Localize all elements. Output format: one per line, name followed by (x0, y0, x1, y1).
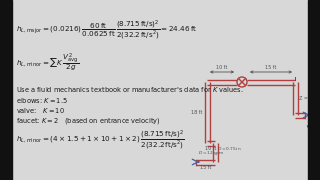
Text: 10 ft: 10 ft (205, 146, 217, 151)
Bar (0, 0, 12, 180)
Text: faucet: $K = 2$   (based on entrance velocity): faucet: $K = 2$ (based on entrance veloc… (16, 116, 161, 126)
Text: $h_{L,\mathrm{minor}} = \sum K\,\dfrac{V_{\mathrm{avg}}^2}{2g}$: $h_{L,\mathrm{minor}} = \sum K\,\dfrac{V… (16, 52, 79, 74)
Text: Use a fluid mechanics textbook or manufacturer's data for $K$ values.: Use a fluid mechanics textbook or manufa… (16, 85, 244, 94)
Text: valve:   $K = 10$: valve: $K = 10$ (16, 106, 65, 115)
Text: Z = 6.56 ft: Z = 6.56 ft (299, 96, 320, 101)
Text: 15 ft: 15 ft (200, 165, 211, 170)
Text: $h_{L,\mathrm{minor}} = (4\times1.5 + 1\times10 + 1\times2)\,\dfrac{(8.715\,\mat: $h_{L,\mathrm{minor}} = (4\times1.5 + 1\… (16, 128, 185, 151)
Text: $h_{L,\mathrm{major}} = (0.0216)\,\dfrac{60\,\mathrm{ft}}{0.0625\,\mathrm{ft}}\,: $h_{L,\mathrm{major}} = (0.0216)\,\dfrac… (16, 18, 197, 41)
Text: $D = 0.75\,\mathrm{in}$: $D = 0.75\,\mathrm{in}$ (217, 145, 241, 152)
Bar (308, 0, 320, 180)
Text: 18 ft: 18 ft (191, 110, 202, 115)
Text: elbows: $K = 1.5$: elbows: $K = 1.5$ (16, 96, 68, 105)
Text: $D = 12\,\mathrm{gpm}$: $D = 12\,\mathrm{gpm}$ (198, 149, 224, 157)
Text: 15 ft: 15 ft (265, 65, 277, 70)
Text: g: g (313, 127, 316, 132)
Text: 10 ft: 10 ft (216, 65, 228, 70)
